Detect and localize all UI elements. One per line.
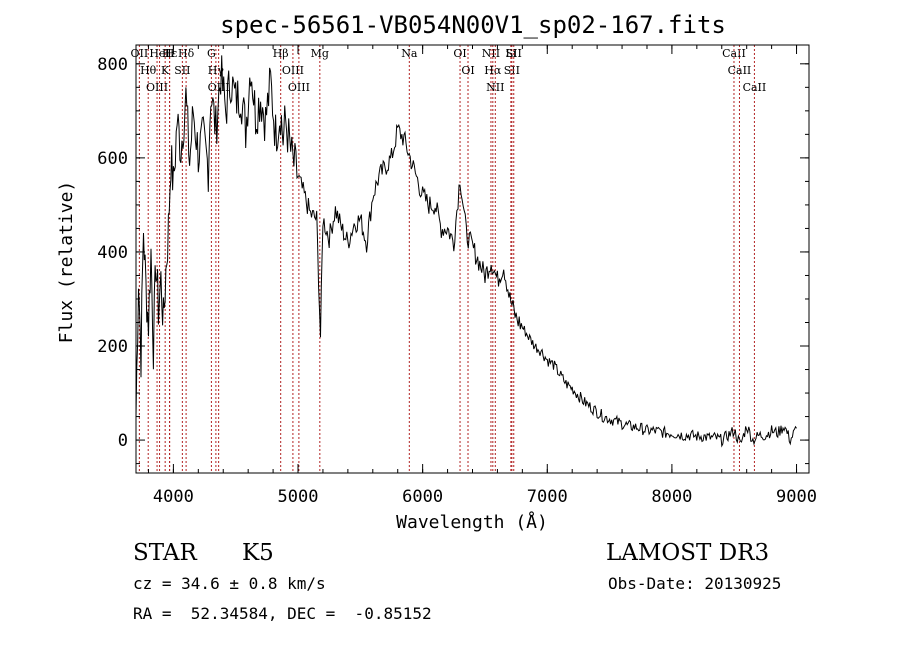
y-tick-label: 600 — [97, 149, 128, 169]
y-axis-label: Flux (relative) — [56, 181, 77, 344]
line-label: Hγ — [208, 64, 225, 77]
line-label: SII — [506, 47, 522, 60]
line-label: CaII — [722, 47, 746, 60]
x-tick-label: 5000 — [278, 487, 319, 507]
line-label: NII — [486, 81, 504, 94]
x-tick-label: 6000 — [402, 487, 443, 507]
y-tick-label: 0 — [118, 431, 128, 451]
line-label: OIII — [288, 81, 310, 94]
redshift-readout: cz = 34.6 ± 0.8 km/s — [133, 574, 326, 593]
x-tick-label: 9000 — [776, 487, 817, 507]
line-label: OII — [131, 47, 149, 60]
line-label: G — [207, 47, 216, 60]
line-label: K — [161, 64, 170, 77]
x-tick-label: 4000 — [153, 487, 194, 507]
line-label: Hα — [484, 64, 502, 77]
spectrum-line — [135, 55, 797, 448]
line-label: Hε — [162, 47, 178, 60]
coordinates: RA = 52.34584, DEC = -0.85152 — [133, 604, 432, 623]
y-tick-label: 800 — [97, 55, 128, 75]
subclass: K5 — [242, 540, 274, 566]
line-label: OIII — [146, 81, 168, 94]
line-label: Na — [401, 47, 418, 60]
chart-title: spec-56561-VB054N00V1_sp02-167.fits — [220, 11, 726, 39]
x-axis-label: Wavelength (Å) — [396, 511, 548, 533]
line-label: SII — [504, 64, 520, 77]
line-label: Hδ — [178, 47, 195, 60]
axes: 4000 5000 6000 7000 8000 9000 0 200 400 600 800 — [97, 45, 817, 507]
line-label: OI — [461, 64, 474, 77]
line-label: OI — [453, 47, 466, 60]
line-label: OIII — [282, 64, 304, 77]
line-label: CaII — [728, 64, 752, 77]
line-label: SII — [174, 64, 190, 77]
line-label: Mg — [311, 47, 329, 60]
line-label: Hβ — [273, 47, 289, 60]
line-label: CaII — [743, 81, 767, 94]
spectrum-chart: spec-56561-VB054N00V1_sp02-167.fits OII H… — [56, 11, 817, 533]
line-label: Li — [505, 47, 516, 60]
object-type: STAR — [133, 540, 197, 566]
line-label: Hθ — [140, 64, 157, 77]
emission-line-markers: OIIHθOIIIHeIKHHεSIIHδGHγOIIIHβOIIIOIIIMg… — [131, 45, 767, 473]
x-tick-label: 7000 — [527, 487, 568, 507]
y-tick-label: 200 — [97, 337, 128, 357]
survey-name: LAMOST DR3 — [606, 540, 770, 566]
spectrum-series — [135, 55, 797, 448]
x-tick-label: 8000 — [651, 487, 692, 507]
obs-date: Obs-Date: 20130925 — [608, 574, 782, 593]
y-tick-label: 400 — [97, 243, 128, 263]
